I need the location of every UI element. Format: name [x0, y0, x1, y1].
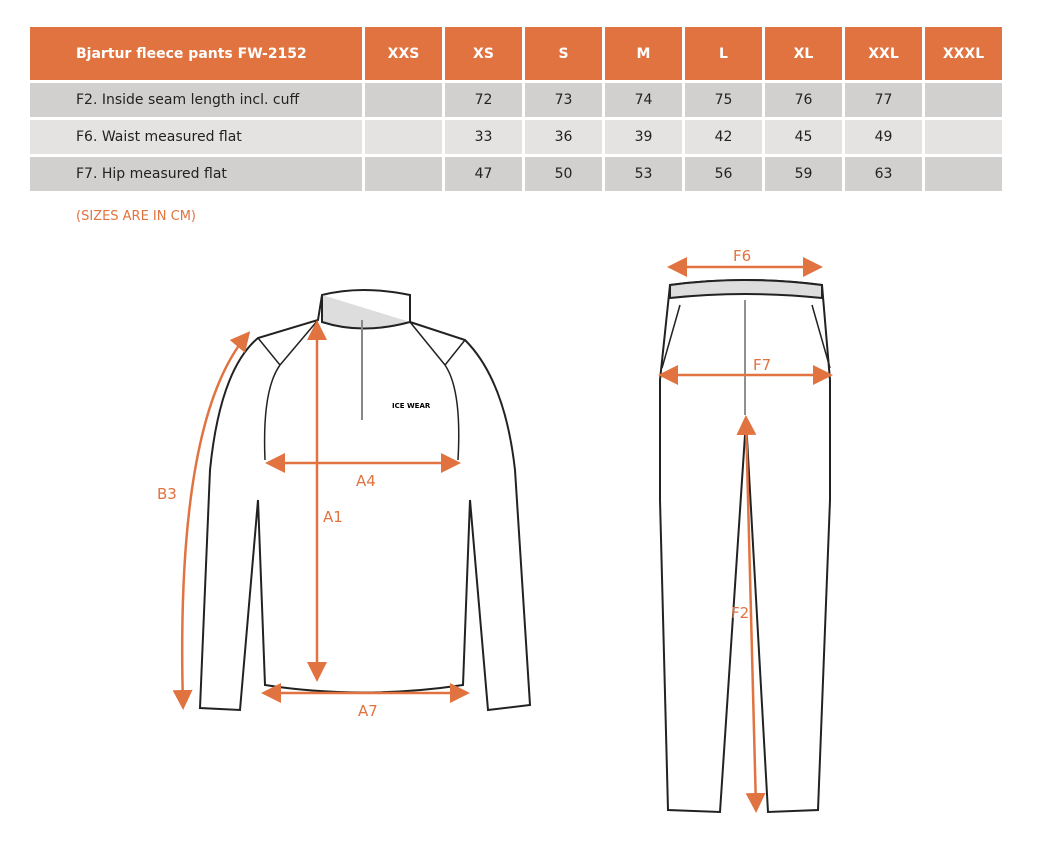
size-header: M	[605, 27, 682, 80]
measurement-value	[365, 157, 442, 191]
a1-label: A1	[323, 508, 343, 526]
table-row: F6. Waist measured flat 33 36 39 42 45 49	[30, 120, 1002, 154]
f2-label: F2	[731, 604, 749, 622]
size-header: XL	[765, 27, 842, 80]
size-header: L	[685, 27, 762, 80]
measurement-value	[365, 83, 442, 117]
pants-illustration	[659, 279, 831, 814]
measurement-value: 74	[605, 83, 682, 117]
a4-label: A4	[356, 472, 376, 490]
f6-label: F6	[733, 247, 751, 265]
measurement-value: 49	[845, 120, 922, 154]
measurement-value: 77	[845, 83, 922, 117]
measurement-value: 53	[605, 157, 682, 191]
measurement-value: 56	[685, 157, 762, 191]
measurement-value: 75	[685, 83, 762, 117]
measurement-value	[925, 157, 1002, 191]
measurement-value: 59	[765, 157, 842, 191]
size-header: XS	[445, 27, 522, 80]
measurement-label: F2. Inside seam length incl. cuff	[30, 83, 362, 117]
measurement-value: 76	[765, 83, 842, 117]
b3-arrow	[172, 331, 251, 710]
measurement-value	[365, 120, 442, 154]
table-row: F7. Hip measured flat 47 50 53 56 59 63	[30, 157, 1002, 191]
size-header: S	[525, 27, 602, 80]
b3-label: B3	[157, 485, 177, 503]
table-title: Bjartur fleece pants FW-2152	[30, 27, 362, 80]
f2-arrow	[736, 415, 766, 813]
measurement-value: 42	[685, 120, 762, 154]
size-header: XXS	[365, 27, 442, 80]
measurement-value: 72	[445, 83, 522, 117]
measurement-value	[925, 83, 1002, 117]
jacket-illustration	[198, 289, 532, 712]
a7-label: A7	[358, 702, 378, 720]
units-note: (SIZES ARE IN CM)	[76, 209, 196, 224]
size-header: XXL	[845, 27, 922, 80]
f7-label: F7	[753, 356, 771, 374]
logo-text: ICE WEAR	[392, 402, 431, 410]
measurement-value: 47	[445, 157, 522, 191]
measurement-value: 45	[765, 120, 842, 154]
size-chart-table: Bjartur fleece pants FW-2152 XXS XS S M L XL XX…	[27, 24, 1005, 194]
measurement-value: 63	[845, 157, 922, 191]
measurement-value: 36	[525, 120, 602, 154]
measurement-value: 50	[525, 157, 602, 191]
measurement-value: 73	[525, 83, 602, 117]
measurement-label: F7. Hip measured flat	[30, 157, 362, 191]
measurement-value: 39	[605, 120, 682, 154]
measurement-value	[925, 120, 1002, 154]
table-row: F2. Inside seam length incl. cuff 72 73 74 7…	[30, 83, 1002, 117]
size-header: XXXL	[925, 27, 1002, 80]
measurement-label: F6. Waist measured flat	[30, 120, 362, 154]
measurement-value: 33	[445, 120, 522, 154]
